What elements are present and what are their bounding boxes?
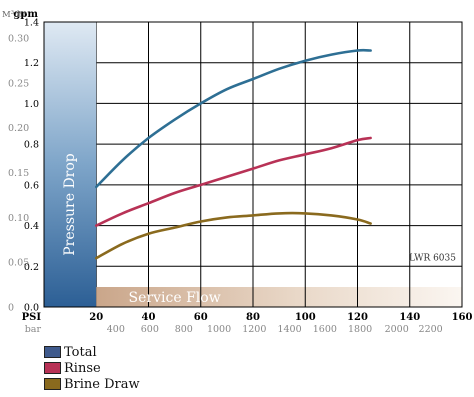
- x-unit-bar: bar: [25, 324, 42, 335]
- x-unit-psi: PSI: [22, 312, 42, 323]
- y-tick-gpm: 1.2: [24, 58, 39, 69]
- legend-swatch-total: [44, 346, 61, 358]
- y-tick-m3hr: 0: [8, 303, 14, 314]
- series-line-brine-draw: [95, 211, 372, 260]
- series-lines: [95, 48, 372, 260]
- x-tick-bar: 1600: [313, 324, 337, 335]
- axis-bands: [43, 21, 463, 308]
- series-line-total: [95, 48, 372, 189]
- legend-swatch-rinse: [44, 362, 61, 374]
- legend: Total Rinse Brine Draw: [44, 344, 140, 392]
- legend-item-total: Total: [44, 344, 140, 360]
- legend-item-brine-draw: Brine Draw: [44, 376, 140, 392]
- x-tick-psi: 140: [399, 312, 420, 323]
- y-tick-m3hr: 0.05: [8, 258, 29, 269]
- y-tick-gpm: 1.4: [24, 18, 39, 29]
- x-tick-bar: 1400: [277, 324, 301, 335]
- y-unit-m3hr: M³/hr: [2, 10, 27, 20]
- axis-labels: Pressure Drop Service Flow LWR 6035: [62, 153, 456, 306]
- model-annotation: LWR 6035: [409, 253, 456, 263]
- y-tick-m3hr: 0.20: [8, 123, 29, 134]
- x-tick-bar: 1000: [207, 324, 231, 335]
- y-tick-gpm: 0.6: [24, 180, 39, 191]
- series-line-rinse: [95, 136, 372, 227]
- legend-item-rinse: Rinse: [44, 360, 140, 376]
- x-tick-bar: 600: [141, 324, 159, 335]
- y-unit-gpm: gpm: [13, 9, 38, 20]
- y-tick-m3hr: 0.15: [8, 168, 29, 179]
- x-tick-psi: 120: [347, 312, 368, 323]
- plot-border: [43, 21, 463, 308]
- x-tick-psi: 100: [295, 312, 316, 323]
- y-tick-m3hr: 0.25: [8, 78, 29, 89]
- x-tick-bar: 2000: [385, 324, 409, 335]
- x-tick-psi: 20: [89, 312, 103, 323]
- x-tick-psi: 40: [142, 312, 156, 323]
- y-tick-gpm: 0.8: [24, 140, 39, 151]
- service-flow-label: Service Flow: [129, 290, 221, 306]
- x-tick-psi: 160: [452, 312, 473, 323]
- x-tick-bar: 800: [175, 324, 193, 335]
- legend-label-brine-draw: Brine Draw: [64, 376, 140, 392]
- x-tick-psi: 60: [194, 312, 208, 323]
- pressure-drop-band: [44, 22, 97, 307]
- x-tick-psi: 80: [246, 312, 260, 323]
- x-tick-bar: 2200: [419, 324, 443, 335]
- y-tick-m3hr: 0.30: [8, 34, 29, 45]
- y-tick-gpm: 0.2: [24, 262, 39, 273]
- y-tick-gpm: 0.4: [24, 221, 39, 232]
- legend-label-total: Total: [64, 344, 97, 360]
- pressure-drop-label: Pressure Drop: [62, 153, 78, 256]
- x-tick-bar: 1800: [348, 324, 372, 335]
- x-tick-bar: 1200: [242, 324, 266, 335]
- legend-swatch-brine-draw: [44, 378, 61, 390]
- y-tick-gpm: 1.0: [24, 99, 39, 110]
- y-tick-m3hr: 0.10: [8, 213, 29, 224]
- service-flow-band: [96, 287, 462, 307]
- x-tick-bar: 400: [107, 324, 125, 335]
- y-tick-gpm: 0.0: [24, 303, 39, 314]
- legend-label-rinse: Rinse: [64, 360, 101, 376]
